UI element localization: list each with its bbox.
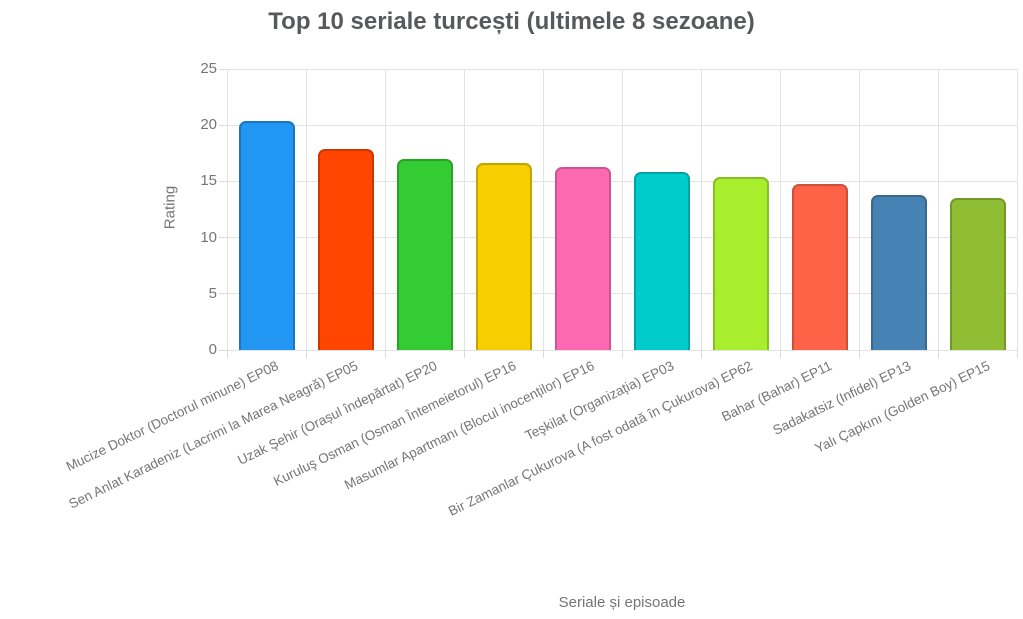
bar [633,172,690,350]
bar [870,194,927,350]
bar [238,120,295,350]
x-axis-tick [937,350,939,358]
y-tick-label: 15 [200,172,217,190]
v-gridline [937,69,939,350]
x-tick-label: Sen Anlat Karadeniz (Lacrimi la Marea Ne… [66,358,361,512]
y-axis-tick [219,180,227,182]
plot-area [226,68,1018,351]
x-axis-tick [779,350,781,358]
x-axis-title: Seriale și episoade [558,594,686,611]
y-tick-label: 25 [200,60,217,77]
v-gridline [779,69,781,350]
bar [396,158,453,350]
x-axis-tick [858,350,860,358]
x-axis-tick [305,350,307,358]
v-gridline [305,69,307,350]
bar [791,183,848,350]
v-gridline [700,69,702,350]
y-tick-label: 20 [200,116,217,134]
x-tick-label: Sadakatsiz (Infidel) EP13 [770,358,914,438]
y-axis-tick [219,349,227,351]
x-axis-tick [226,350,228,358]
x-axis-tick [542,350,544,358]
y-axis-tick [219,293,227,295]
y-axis-tick [219,68,227,70]
v-gridline [858,69,860,350]
v-gridline [1016,69,1018,350]
v-gridline [226,69,228,350]
y-axis-title: Rating [161,185,179,230]
x-axis-tick [700,350,702,358]
y-axis-tick [219,237,227,239]
v-gridline [542,69,544,350]
v-gridline [384,69,386,350]
y-tick-label: 5 [208,284,217,302]
x-axis-tick [384,350,386,358]
bar [475,163,532,350]
y-tick-label: 0 [208,341,217,358]
y-tick-label: 10 [200,228,217,246]
chart-title: Top 10 seriale turcești (ultimele 8 sezo… [268,8,755,35]
y-axis-tick [219,124,227,126]
bar [554,166,611,350]
bar [712,176,769,350]
x-axis-tick [621,350,623,358]
x-axis-tick [463,350,465,358]
x-axis-tick [1016,350,1018,358]
bar [949,198,1006,350]
v-gridline [463,69,465,350]
bar [317,148,374,350]
v-gridline [621,69,623,350]
